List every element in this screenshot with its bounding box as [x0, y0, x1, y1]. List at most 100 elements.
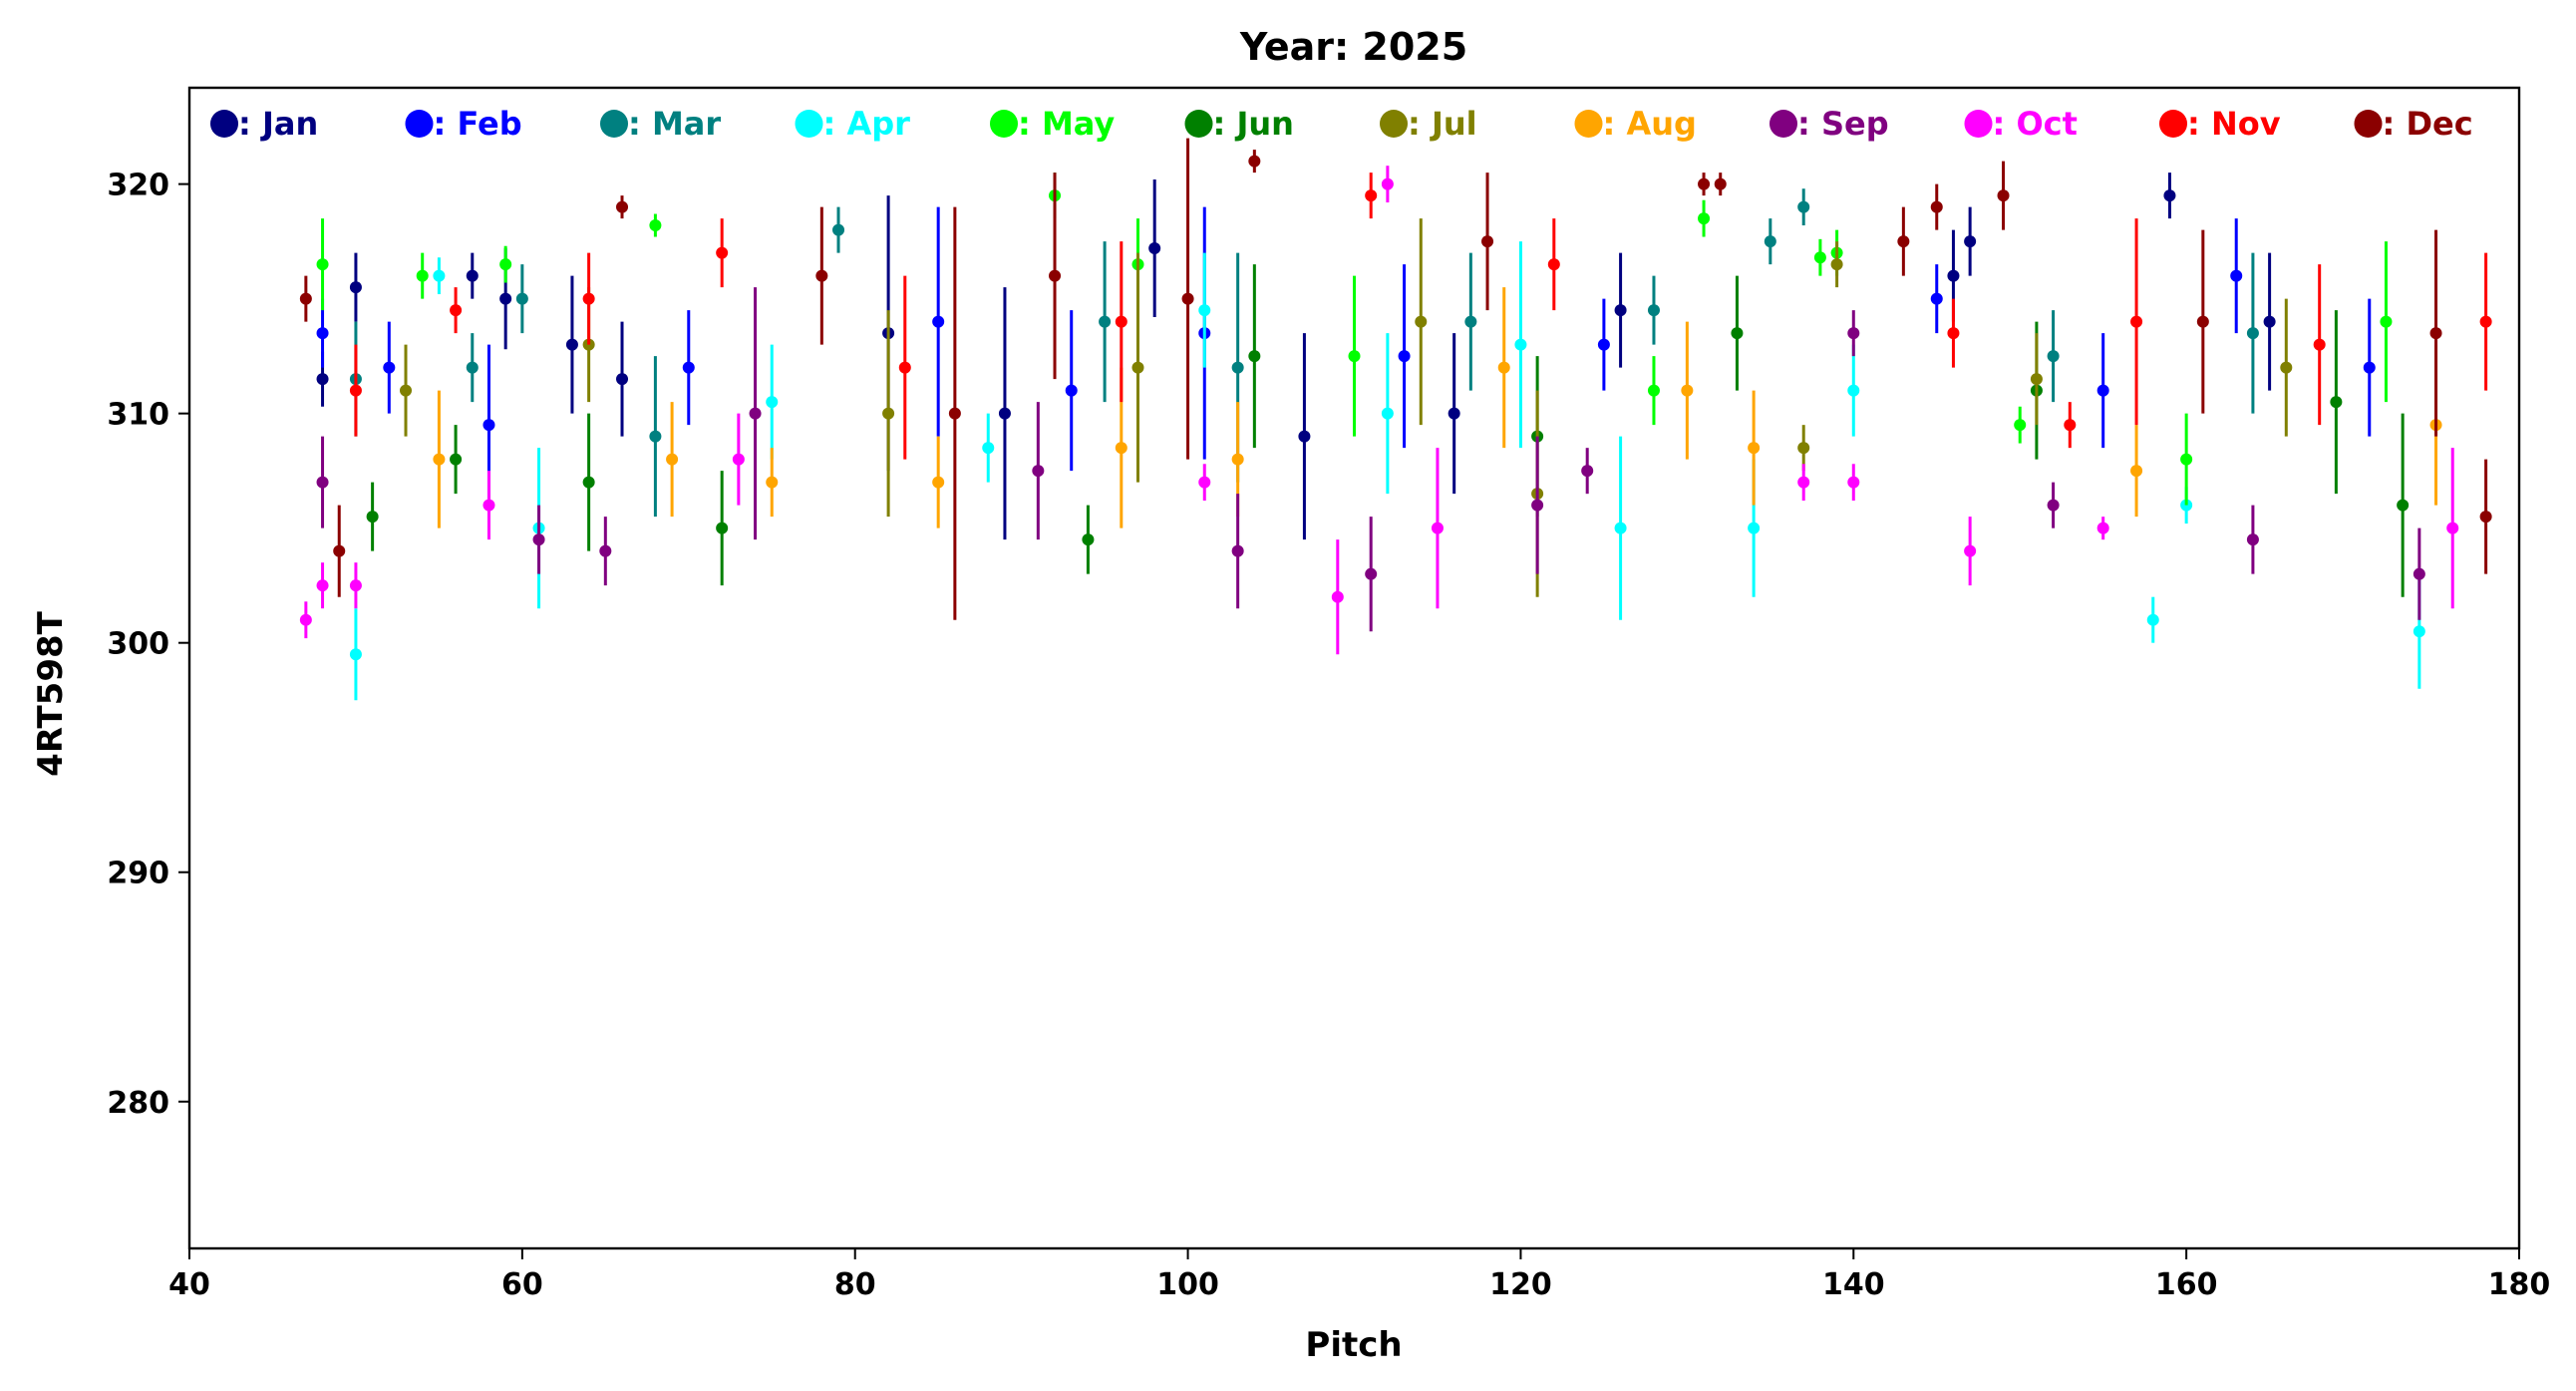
data-point [316, 258, 329, 271]
data-point [948, 407, 961, 420]
data-point [1847, 476, 1860, 489]
data-point [2380, 315, 2393, 328]
data-point [366, 511, 379, 523]
data-point [1115, 315, 1127, 328]
series-group [299, 138, 2492, 620]
data-point [766, 396, 779, 409]
data-point [932, 315, 945, 328]
x-tick-label: 180 [2488, 1267, 2551, 1302]
y-tick-label: 280 [107, 1086, 169, 1121]
data-point [2130, 465, 2143, 478]
data-point [1198, 304, 1211, 317]
data-point [1431, 522, 1444, 534]
data-point [532, 533, 545, 546]
data-point [882, 407, 895, 420]
data-point [2096, 384, 2109, 397]
data-point [1381, 407, 1394, 420]
data-point [1997, 189, 2010, 202]
series-group [349, 241, 2425, 701]
data-point [1797, 442, 1810, 455]
data-point [1764, 235, 1776, 248]
x-tick-label: 160 [2155, 1267, 2218, 1302]
data-point [2413, 625, 2425, 638]
data-point [1415, 315, 1428, 328]
data-point [2479, 511, 2492, 523]
data-point [1647, 304, 1660, 317]
data-point [732, 453, 745, 466]
legend-marker [1380, 110, 1408, 138]
data-point [2246, 327, 2259, 340]
data-point [1731, 327, 1744, 340]
data-point [1547, 258, 1560, 271]
series-group [366, 264, 2410, 597]
data-point [299, 292, 312, 305]
data-point [483, 499, 495, 512]
data-point [1813, 251, 1826, 264]
data-point [1581, 465, 1594, 478]
data-point [1181, 292, 1194, 305]
data-point [649, 430, 662, 443]
x-tick-label: 120 [1489, 1267, 1552, 1302]
data-point [349, 648, 362, 661]
legend-label: : Jun [1213, 105, 1294, 143]
data-point [2429, 327, 2442, 340]
x-tick-label: 140 [1822, 1267, 1885, 1302]
data-point [2064, 419, 2077, 432]
data-point [1964, 544, 1977, 557]
legend-marker [1184, 110, 1213, 138]
y-tick-label: 320 [107, 169, 169, 203]
data-point [1448, 407, 1460, 420]
data-point [1830, 258, 1843, 271]
data-point [466, 361, 479, 374]
data-point [316, 476, 329, 489]
data-point [1930, 292, 1943, 305]
chart-title: Year: 2025 [1239, 25, 1467, 69]
data-point [1597, 338, 1610, 351]
legend-label: : Jul [1408, 105, 1477, 143]
data-point [499, 258, 512, 271]
data-point [2330, 396, 2343, 409]
legend-label: : Aug [1603, 105, 1697, 143]
data-point [616, 200, 629, 213]
data-point [2180, 453, 2193, 466]
legend-label: : Oct [1993, 105, 2078, 143]
x-tick-label: 100 [1156, 1267, 1219, 1302]
data-point [433, 269, 446, 282]
data-point [1947, 327, 1960, 340]
data-point [1148, 242, 1161, 255]
legend-label: : Sep [1797, 105, 1889, 143]
legend-marker [405, 110, 434, 138]
data-point [1930, 200, 1943, 213]
legend-marker [210, 110, 238, 138]
data-point [1847, 327, 1860, 340]
data-point [1231, 544, 1244, 557]
data-point [1681, 384, 1694, 397]
data-point [299, 613, 312, 626]
legend-label: : Nov [2187, 105, 2281, 143]
data-point [982, 442, 995, 455]
data-point [1847, 384, 1860, 397]
data-point [1497, 361, 1510, 374]
data-point [1531, 499, 1544, 512]
data-point [333, 544, 346, 557]
data-point [682, 361, 695, 374]
series-group [400, 218, 2293, 597]
data-point [1032, 465, 1045, 478]
legend-marker [2159, 110, 2187, 138]
data-point [599, 544, 612, 557]
legend-marker [1964, 110, 1993, 138]
legend-marker [600, 110, 628, 138]
legend-label: : Jan [238, 105, 318, 143]
data-point [1365, 567, 1378, 580]
series-group [316, 173, 2276, 540]
data-point [716, 522, 729, 534]
data-point [450, 304, 463, 317]
data-point [1614, 304, 1627, 317]
legend-label: : May [1018, 105, 1115, 143]
data-point [1131, 361, 1144, 374]
data-point [416, 269, 429, 282]
legend-marker [1770, 110, 1797, 138]
data-point [1748, 442, 1761, 455]
data-point [2146, 613, 2159, 626]
